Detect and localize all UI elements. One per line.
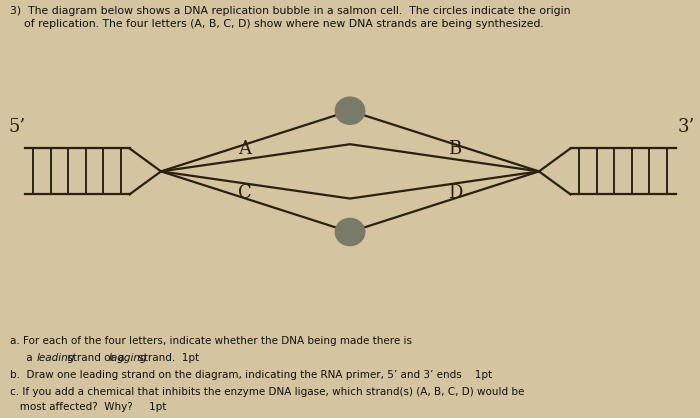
Text: most affected?  Why?     1pt: most affected? Why? 1pt bbox=[10, 402, 167, 412]
Ellipse shape bbox=[335, 218, 365, 246]
Text: D: D bbox=[448, 184, 462, 202]
Text: C: C bbox=[238, 184, 252, 202]
Text: 3)  The diagram below shows a DNA replication bubble in a salmon cell.  The circ: 3) The diagram below shows a DNA replica… bbox=[10, 6, 571, 16]
Ellipse shape bbox=[335, 97, 365, 125]
Text: c. If you add a chemical that inhibits the enzyme DNA ligase, which strand(s) (A: c. If you add a chemical that inhibits t… bbox=[10, 387, 525, 397]
Text: a: a bbox=[10, 353, 36, 363]
Text: a. For each of the four letters, indicate whether the DNA being made there is: a. For each of the four letters, indicat… bbox=[10, 336, 412, 347]
Text: lagging: lagging bbox=[108, 353, 147, 363]
Text: 5’: 5’ bbox=[9, 118, 26, 137]
Text: A: A bbox=[239, 140, 251, 158]
Text: of replication. The four letters (A, B, C, D) show where new DNA strands are bei: of replication. The four letters (A, B, … bbox=[10, 19, 545, 29]
Text: b.  Draw one leading strand on the diagram, indicating the RNA primer, 5’ and 3’: b. Draw one leading strand on the diagra… bbox=[10, 370, 493, 380]
Text: strand.  1pt: strand. 1pt bbox=[135, 353, 199, 363]
Text: strand or a: strand or a bbox=[64, 353, 128, 363]
Text: leading: leading bbox=[36, 353, 75, 363]
Text: B: B bbox=[449, 140, 461, 158]
Text: 3’: 3’ bbox=[678, 118, 694, 137]
